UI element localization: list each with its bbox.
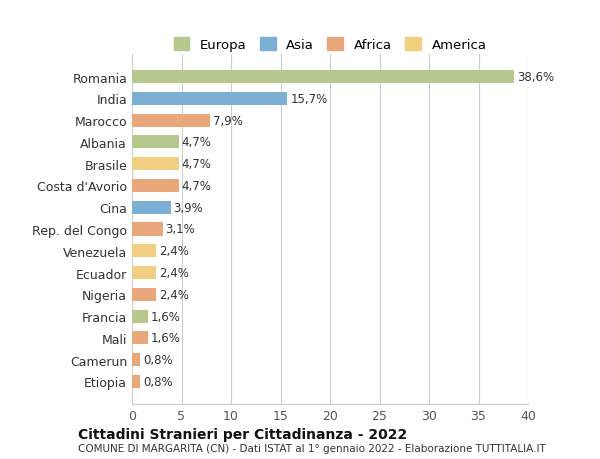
Text: Cittadini Stranieri per Cittadinanza - 2022: Cittadini Stranieri per Cittadinanza - 2… (78, 427, 407, 442)
Bar (132, 353, 140, 366)
Bar (132, 71, 514, 84)
Bar (132, 93, 287, 106)
Bar (132, 114, 210, 128)
Bar (132, 201, 170, 214)
Text: 15,7%: 15,7% (290, 93, 328, 106)
Text: 38,6%: 38,6% (517, 71, 554, 84)
Legend: Europa, Asia, Africa, America: Europa, Asia, Africa, America (170, 34, 490, 56)
Text: 4,7%: 4,7% (182, 158, 211, 171)
Bar (132, 310, 148, 323)
Text: 7,9%: 7,9% (213, 114, 243, 128)
Text: 2,4%: 2,4% (159, 267, 188, 280)
Bar (132, 179, 179, 193)
Bar (132, 288, 156, 301)
Text: 4,7%: 4,7% (182, 136, 211, 149)
Bar (132, 266, 156, 280)
Text: 0,8%: 0,8% (143, 353, 173, 366)
Text: 2,4%: 2,4% (159, 288, 188, 301)
Text: 4,7%: 4,7% (182, 179, 211, 192)
Bar (132, 223, 163, 236)
Bar (132, 331, 148, 345)
Text: 2,4%: 2,4% (159, 245, 188, 257)
Bar (132, 245, 156, 258)
Bar (132, 158, 179, 171)
Text: 1,6%: 1,6% (151, 331, 181, 345)
Bar (132, 136, 179, 149)
Text: 3,9%: 3,9% (173, 202, 203, 214)
Text: 1,6%: 1,6% (151, 310, 181, 323)
Bar (132, 375, 140, 388)
Text: COMUNE DI MARGARITA (CN) - Dati ISTAT al 1° gennaio 2022 - Elaborazione TUTTITAL: COMUNE DI MARGARITA (CN) - Dati ISTAT al… (78, 443, 546, 453)
Text: 0,8%: 0,8% (143, 375, 173, 388)
Text: 3,1%: 3,1% (166, 223, 196, 236)
